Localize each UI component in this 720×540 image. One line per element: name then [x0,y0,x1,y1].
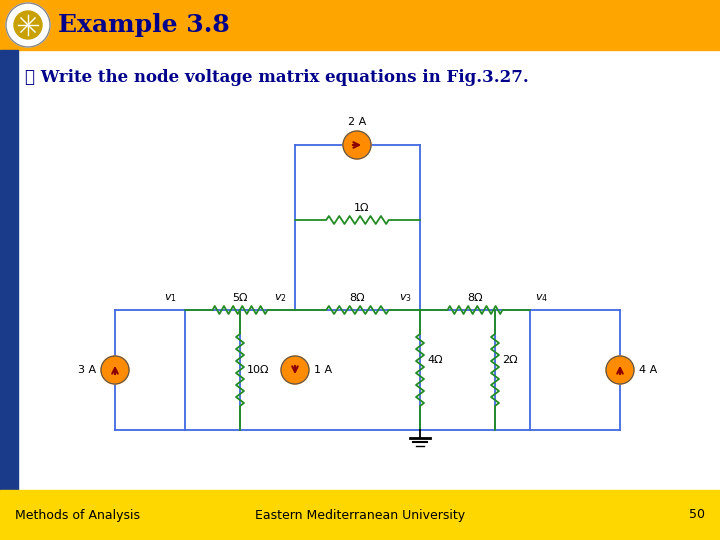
Circle shape [14,11,42,39]
Text: 5Ω: 5Ω [233,293,248,303]
Circle shape [606,356,634,384]
Text: 2 A: 2 A [348,117,366,127]
Text: 1 A: 1 A [314,365,332,375]
Text: ★ Write the node voltage matrix equations in Fig.3.27.: ★ Write the node voltage matrix equation… [25,70,528,86]
Bar [0,490,720,540]
Text: $v_4$: $v_4$ [535,292,548,304]
Text: 3 A: 3 A [78,365,96,375]
Text: 8Ω: 8Ω [467,293,483,303]
Text: 8Ω: 8Ω [349,293,365,303]
Text: 4Ω: 4Ω [427,355,443,365]
Text: 10Ω: 10Ω [247,365,269,375]
Text: Eastern Mediterranean University: Eastern Mediterranean University [255,509,465,522]
Text: Methods of Analysis: Methods of Analysis [15,509,140,522]
Text: 1Ω: 1Ω [354,203,370,213]
Text: 4 A: 4 A [639,365,657,375]
Text: 50: 50 [689,509,705,522]
Circle shape [101,356,129,384]
Circle shape [343,131,371,159]
Text: $v_3$: $v_3$ [399,292,412,304]
Text: $v_2$: $v_2$ [274,292,287,304]
Circle shape [281,356,309,384]
Text: 2Ω: 2Ω [502,355,518,365]
Circle shape [6,3,50,47]
Bar [0,0,720,50]
Bar [0,50,18,490]
Text: $v_1$: $v_1$ [164,292,177,304]
Text: Example 3.8: Example 3.8 [58,13,230,37]
